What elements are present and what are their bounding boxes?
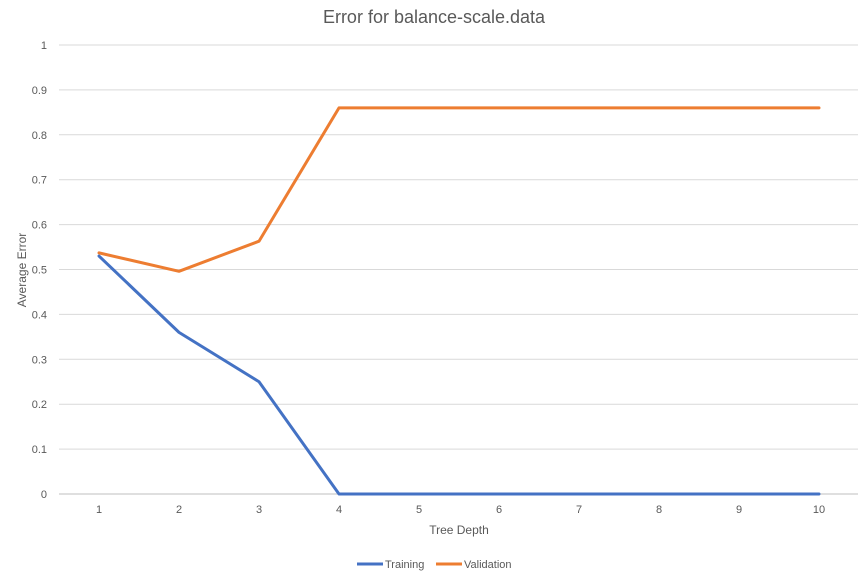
x-tick-label: 9 <box>736 504 742 516</box>
chart-title: Error for balance-scale.data <box>323 7 546 27</box>
series-lines <box>97 106 821 496</box>
x-tick-label: 5 <box>416 504 422 516</box>
y-tick-label: 1 <box>41 40 47 52</box>
x-tick-label: 7 <box>576 504 582 516</box>
y-axis-title: Average Error <box>15 233 29 307</box>
series-line-validation <box>97 106 821 273</box>
y-tick-label: 0.2 <box>32 399 47 411</box>
y-tick-label: 0.9 <box>32 85 47 97</box>
legend-label-training: Training <box>385 559 424 571</box>
x-axis-title: Tree Depth <box>429 523 489 537</box>
gridlines <box>59 44 858 495</box>
x-tick-label: 10 <box>813 504 825 516</box>
x-tick-label: 3 <box>256 504 262 516</box>
y-tick-label: 0.1 <box>32 444 47 456</box>
legend-label-validation: Validation <box>464 559 512 571</box>
x-axis-ticks: 1 2 3 4 5 6 7 8 9 10 <box>96 504 825 516</box>
y-tick-label: 0 <box>41 489 47 501</box>
y-tick-label: 0.3 <box>32 354 47 366</box>
x-tick-label: 6 <box>496 504 502 516</box>
x-tick-label: 1 <box>96 504 102 516</box>
y-tick-label: 0.7 <box>32 175 47 187</box>
x-tick-label: 8 <box>656 504 662 516</box>
legend: Training Validation <box>357 559 512 571</box>
y-tick-label: 0.5 <box>32 265 47 277</box>
x-tick-label: 2 <box>176 504 182 516</box>
y-axis-ticks: 0 0.1 0.2 0.3 0.4 0.5 0.6 0.7 0.8 0.9 1 <box>32 40 47 501</box>
x-tick-label: 4 <box>336 504 342 516</box>
y-tick-label: 0.4 <box>32 309 47 321</box>
y-tick-label: 0.8 <box>32 130 47 142</box>
y-tick-label: 0.6 <box>32 220 47 232</box>
series-line-training <box>97 254 821 496</box>
